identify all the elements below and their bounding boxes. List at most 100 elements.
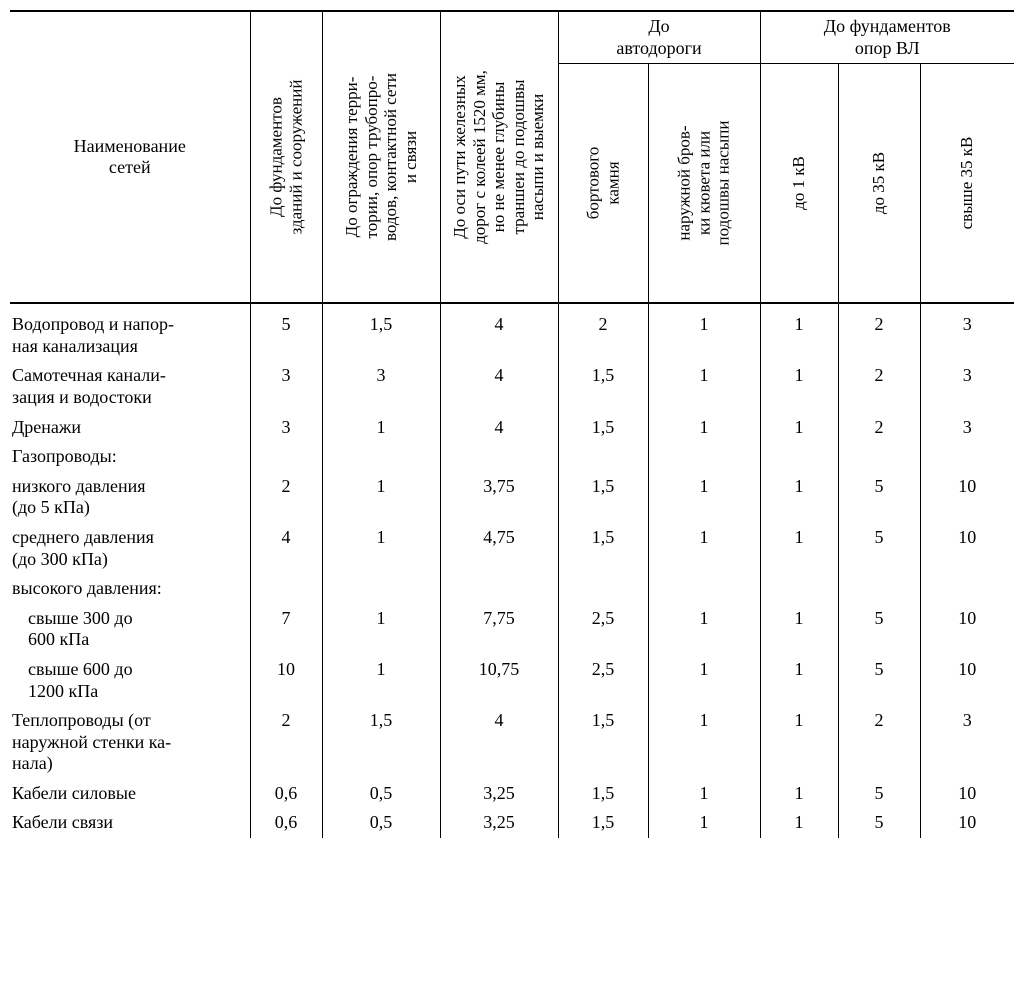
cell: 3 [250, 361, 322, 412]
cell: 1,5 [558, 472, 648, 523]
cell: 3 [322, 361, 440, 412]
table-row: Водопровод и напор- ная канализация51,54… [10, 303, 1014, 361]
cell: 10 [920, 655, 1014, 706]
cell: 1,5 [558, 706, 648, 779]
row-label: Водопровод и напор- ная канализация [10, 303, 250, 361]
cell: 10,75 [440, 655, 558, 706]
col-head-over35kv: свыше 35 кВ [920, 64, 1014, 304]
cell [558, 574, 648, 604]
cell: 1 [760, 303, 838, 361]
cell [322, 442, 440, 472]
row-label: Кабели силовые [10, 779, 250, 809]
cell: 0,6 [250, 808, 322, 838]
cell: 1 [322, 413, 440, 443]
cell: 2 [250, 706, 322, 779]
col-group-road: До автодороги [558, 11, 760, 64]
cell: 1 [648, 361, 760, 412]
cell: 4 [440, 706, 558, 779]
cell: 2 [838, 706, 920, 779]
cell: 10 [250, 655, 322, 706]
cell: 1 [648, 303, 760, 361]
row-label: Дренажи [10, 413, 250, 443]
cell: 3,25 [440, 808, 558, 838]
cell: 1 [760, 706, 838, 779]
cell: 1 [760, 604, 838, 655]
cell: 1,5 [558, 361, 648, 412]
table-row: Теплопроводы (от наружной стенки ка- нал… [10, 706, 1014, 779]
cell: 5 [838, 655, 920, 706]
table-row: свыше 600 до 1200 кПа10110,752,511510 [10, 655, 1014, 706]
cell: 1 [648, 779, 760, 809]
cell: 1 [760, 779, 838, 809]
cell: 2,5 [558, 604, 648, 655]
cell: 3 [250, 413, 322, 443]
cell: 1,5 [322, 303, 440, 361]
table-row: Дренажи3141,51123 [10, 413, 1014, 443]
cell [838, 574, 920, 604]
cell: 1 [760, 413, 838, 443]
cell [838, 442, 920, 472]
cell: 0,6 [250, 779, 322, 809]
cell [760, 574, 838, 604]
col-head-name: Наименование сетей [10, 11, 250, 303]
row-label: низкого давления (до 5 кПа) [10, 472, 250, 523]
cell: 1 [760, 361, 838, 412]
cell: 10 [920, 472, 1014, 523]
cell [648, 442, 760, 472]
cell: 2 [558, 303, 648, 361]
cell: 0,5 [322, 779, 440, 809]
cell: 1 [760, 808, 838, 838]
cell: 1 [322, 472, 440, 523]
cell: 10 [920, 779, 1014, 809]
cell: 1 [648, 413, 760, 443]
table-row: среднего давления (до 300 кПа)414,751,51… [10, 523, 1014, 574]
cell: 1,5 [558, 779, 648, 809]
cell: 5 [838, 523, 920, 574]
cell: 3,25 [440, 779, 558, 809]
cell: 2 [838, 413, 920, 443]
cell: 1,5 [558, 523, 648, 574]
col-head-1kv: до 1 кВ [760, 64, 838, 304]
table-row: низкого давления (до 5 кПа)213,751,51151… [10, 472, 1014, 523]
cell: 4,75 [440, 523, 558, 574]
cell [760, 442, 838, 472]
cell: 1 [322, 604, 440, 655]
cell: 10 [920, 808, 1014, 838]
cell: 1 [322, 523, 440, 574]
col-head-ditch: наружной бров- ки кювета или подошвы нас… [648, 64, 760, 304]
col-head-35kv: до 35 кВ [838, 64, 920, 304]
row-label: Самотечная канали- зация и водостоки [10, 361, 250, 412]
col-head-fence: До ограждения терри- тории, опор трубопр… [322, 11, 440, 303]
row-label: свыше 600 до 1200 кПа [10, 655, 250, 706]
cell [648, 574, 760, 604]
col-head-rail-axis: До оси пути железных дорог с колеей 1520… [440, 11, 558, 303]
cell: 5 [838, 472, 920, 523]
cell: 5 [838, 808, 920, 838]
cell [558, 442, 648, 472]
row-label: Газопроводы: [10, 442, 250, 472]
cell: 5 [838, 779, 920, 809]
row-label: высокого давления: [10, 574, 250, 604]
table-row: высокого давления: [10, 574, 1014, 604]
distances-table: Наименование сетей До фундаментов зданий… [10, 10, 1014, 838]
cell [440, 574, 558, 604]
row-label: свыше 300 до 600 кПа [10, 604, 250, 655]
cell [322, 574, 440, 604]
cell: 10 [920, 604, 1014, 655]
cell: 7,75 [440, 604, 558, 655]
cell: 2,5 [558, 655, 648, 706]
cell: 3 [920, 706, 1014, 779]
cell: 3 [920, 303, 1014, 361]
col-head-foundations: До фундаментов зданий и сооружений [250, 11, 322, 303]
cell: 0,5 [322, 808, 440, 838]
cell: 3 [920, 413, 1014, 443]
table-body: Водопровод и напор- ная канализация51,54… [10, 303, 1014, 838]
cell: 1 [648, 523, 760, 574]
row-label: Теплопроводы (от наружной стенки ка- нал… [10, 706, 250, 779]
cell: 3 [920, 361, 1014, 412]
cell: 1 [648, 808, 760, 838]
cell: 1 [760, 523, 838, 574]
cell: 1 [322, 655, 440, 706]
cell [250, 442, 322, 472]
cell: 5 [250, 303, 322, 361]
